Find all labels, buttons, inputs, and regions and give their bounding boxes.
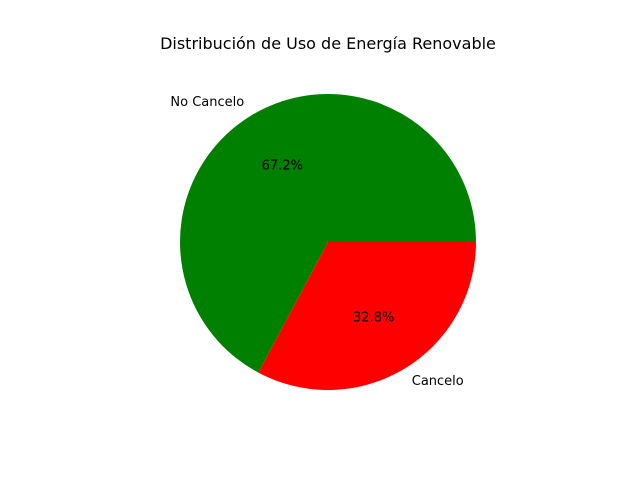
pie-slices xyxy=(180,94,477,390)
slice-label: No Cancelo xyxy=(170,95,244,110)
slice-label: Cancelo xyxy=(412,374,464,389)
pie-labels: No Cancelo 67.2% Cancelo 32.8% xyxy=(170,95,463,389)
slice-percent-label: 67.2% xyxy=(262,158,303,173)
pie-slice-cancelo xyxy=(258,242,476,390)
slice-percent-label: 32.8% xyxy=(353,311,394,326)
pie-slice-no-cancelo xyxy=(180,94,477,373)
chart-title: Distribución de Uso de Energía Renovable xyxy=(160,34,496,53)
